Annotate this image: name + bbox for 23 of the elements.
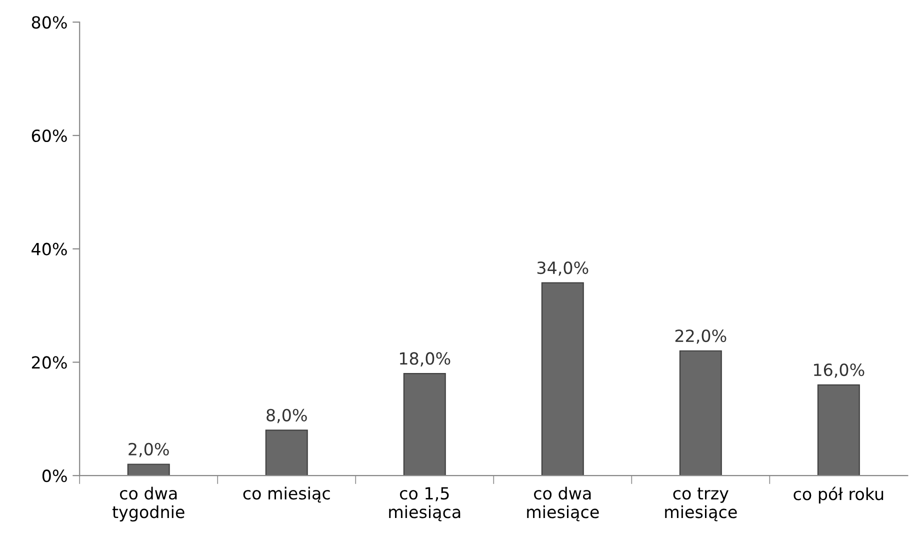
bar <box>541 282 584 476</box>
x-tick-label: co miesiąc <box>243 486 330 503</box>
data-label: 2,0% <box>128 442 169 458</box>
x-tick-label: co pół roku <box>794 486 884 504</box>
data-label: 8,0% <box>266 408 307 424</box>
y-tick-label: 60% <box>32 129 67 142</box>
bar <box>265 430 308 476</box>
y-tick-label: 0% <box>42 470 67 482</box>
x-tick-label: co trzy miesiące <box>665 488 737 522</box>
bar <box>127 464 170 476</box>
x-tick-label: co dwa tygodnie <box>112 486 184 522</box>
x-tick-label: co dwa miesiące <box>527 486 599 522</box>
y-tick-label: 40% <box>32 242 67 256</box>
y-tick-label: 80% <box>32 16 67 29</box>
data-label: 18,0% <box>400 352 450 366</box>
bar <box>817 384 860 476</box>
data-label: 34,0% <box>537 261 588 276</box>
data-label: 22,0% <box>675 329 726 344</box>
bar <box>679 350 722 476</box>
bar <box>403 372 446 476</box>
y-tick-label: 20% <box>32 356 67 369</box>
x-tick-label: co 1,5 miesiąca <box>389 487 460 522</box>
data-label: 16,0% <box>814 363 864 378</box>
